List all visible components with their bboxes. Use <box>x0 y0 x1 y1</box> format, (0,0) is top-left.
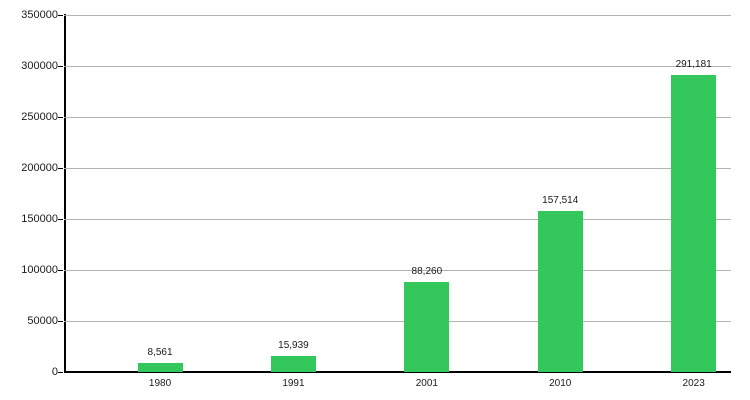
gridline <box>64 15 731 16</box>
bar-value-label: 157,514 <box>542 195 579 207</box>
x-tick-label: 2023 <box>682 378 705 389</box>
x-tick-label: 2010 <box>549 378 572 389</box>
bar-value-label: 88,260 <box>411 265 443 277</box>
gridline <box>64 270 731 271</box>
y-tick-label: 0 <box>51 366 58 378</box>
y-tick-mark <box>58 321 63 322</box>
bar-value-label: 8,561 <box>147 347 173 359</box>
gridline <box>64 168 731 169</box>
y-tick-mark <box>58 15 63 16</box>
y-tick-mark <box>58 372 63 373</box>
bar[interactable] <box>270 355 316 372</box>
x-tick-label: 2001 <box>415 378 438 389</box>
y-tick-mark <box>58 219 63 220</box>
plot-area: 8,561 15,939 88,260 157,514 291,181 <box>64 15 731 373</box>
bars-layer: 8,561 15,939 88,260 157,514 291,181 <box>64 15 731 372</box>
x-axis-line <box>64 371 731 373</box>
bar[interactable] <box>137 363 183 372</box>
y-tick-label: 150000 <box>21 213 58 225</box>
bar[interactable] <box>404 281 450 372</box>
y-tick-label: 50000 <box>27 315 58 327</box>
y-tick-mark <box>58 270 63 271</box>
y-tick-mark <box>58 168 63 169</box>
gridline <box>64 117 731 118</box>
bar-value-label: 291,181 <box>675 59 712 70</box>
y-axis-line <box>64 14 66 373</box>
y-tick-label: 200000 <box>21 162 58 174</box>
y-tick-label: 100000 <box>21 264 58 276</box>
x-tick-label: 1991 <box>282 378 305 389</box>
x-tick-label: 1980 <box>148 378 172 389</box>
y-tick-label: 250000 <box>21 111 58 123</box>
y-tick-mark <box>58 66 63 67</box>
y-tick-label: 300000 <box>21 60 58 72</box>
gridline <box>64 321 731 322</box>
gridline <box>64 219 731 220</box>
y-tick-mark <box>58 117 63 118</box>
bar-value-label: 15,939 <box>278 339 309 351</box>
y-tick-label: 350000 <box>21 9 58 21</box>
gridline <box>64 66 731 67</box>
bar[interactable] <box>671 75 717 372</box>
bar[interactable] <box>537 211 583 372</box>
